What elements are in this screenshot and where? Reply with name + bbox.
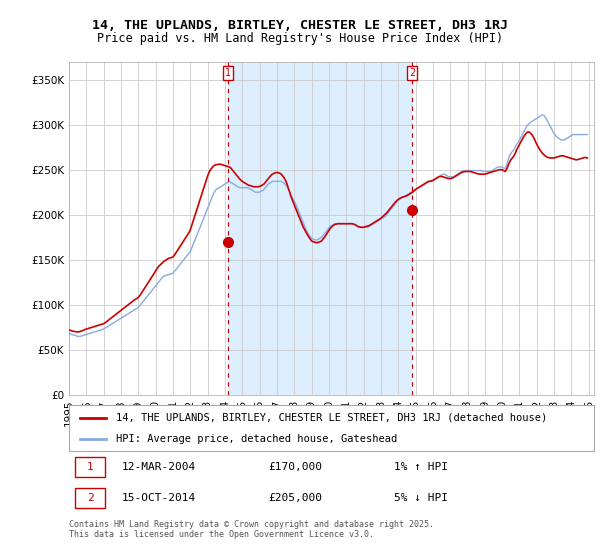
Text: £170,000: £170,000: [269, 461, 323, 472]
Text: 1: 1: [225, 68, 231, 78]
Text: 15-OCT-2014: 15-OCT-2014: [121, 493, 196, 503]
Text: Price paid vs. HM Land Registry's House Price Index (HPI): Price paid vs. HM Land Registry's House …: [97, 32, 503, 45]
Text: Contains HM Land Registry data © Crown copyright and database right 2025.
This d: Contains HM Land Registry data © Crown c…: [69, 520, 434, 539]
Text: £205,000: £205,000: [269, 493, 323, 503]
Text: 14, THE UPLANDS, BIRTLEY, CHESTER LE STREET, DH3 1RJ (detached house): 14, THE UPLANDS, BIRTLEY, CHESTER LE STR…: [116, 413, 548, 423]
FancyBboxPatch shape: [69, 405, 594, 451]
Text: 12-MAR-2004: 12-MAR-2004: [121, 461, 196, 472]
Text: HPI: Average price, detached house, Gateshead: HPI: Average price, detached house, Gate…: [116, 435, 398, 444]
Text: 1% ↑ HPI: 1% ↑ HPI: [395, 461, 449, 472]
Text: 14, THE UPLANDS, BIRTLEY, CHESTER LE STREET, DH3 1RJ: 14, THE UPLANDS, BIRTLEY, CHESTER LE STR…: [92, 19, 508, 32]
FancyBboxPatch shape: [75, 456, 105, 477]
Bar: [228, 62, 412, 395]
Text: 2: 2: [409, 68, 415, 78]
FancyBboxPatch shape: [75, 488, 105, 508]
Text: 2: 2: [86, 493, 94, 503]
Text: 1: 1: [86, 461, 94, 472]
Text: 5% ↓ HPI: 5% ↓ HPI: [395, 493, 449, 503]
